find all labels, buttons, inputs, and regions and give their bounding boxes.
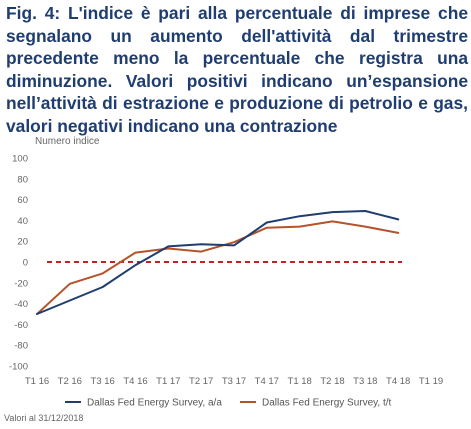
y-axis: 100 80 60 40 20 0 -20 -40 -60 -80 -100 — [9, 154, 28, 373]
source-note: Valori al 31/12/2018 — [4, 413, 84, 423]
y-tick-label: 40 — [17, 216, 28, 227]
legend-label: Dallas Fed Energy Survey, a/a — [87, 398, 222, 409]
y-tick-label: 60 — [17, 195, 28, 206]
y-tick-label: 100 — [12, 154, 28, 165]
y-tick-label: 20 — [17, 237, 28, 248]
series-layer — [36, 210, 400, 315]
x-axis: T1 16 T2 16 T3 16 T4 16 T1 17 T2 17 T3 17 T4 17… — [25, 376, 443, 387]
x-tick-label: T3 16 — [91, 376, 115, 387]
x-tick-label: T1 18 — [288, 376, 312, 387]
x-tick-label: T2 17 — [189, 376, 213, 387]
x-tick-label: T1 19 — [419, 376, 443, 387]
x-tick-label: T2 16 — [58, 376, 82, 387]
x-tick-label: T3 18 — [353, 376, 377, 387]
x-tick-label: T4 17 — [255, 376, 279, 387]
y-tick-label: 0 — [23, 258, 28, 269]
legend-label: Dallas Fed Energy Survey, t/t — [262, 398, 392, 409]
x-tick-label: T3 17 — [222, 376, 246, 387]
x-tick-label: T1 17 — [156, 376, 180, 387]
y-tick-label: -100 — [9, 362, 28, 373]
figure-title: Fig. 4: L'indice è pari alla percentuale… — [6, 3, 468, 136]
y-tick-label: -60 — [14, 320, 28, 331]
series-line-2 — [36, 220, 400, 315]
legend: Dallas Fed Energy Survey, a/a Dallas Fed … — [65, 398, 392, 409]
y-tick-label: -20 — [14, 278, 28, 289]
y-tick-label: -40 — [14, 299, 28, 310]
series-line-1 — [36, 210, 400, 315]
y-axis-unit-label: Numero indice — [35, 136, 100, 147]
x-tick-label: T1 16 — [25, 376, 49, 387]
y-tick-label: -80 — [14, 341, 28, 352]
x-tick-label: T4 16 — [123, 376, 147, 387]
x-tick-label: T4 18 — [386, 376, 410, 387]
y-tick-label: 80 — [17, 174, 28, 185]
x-tick-label: T2 18 — [320, 376, 344, 387]
